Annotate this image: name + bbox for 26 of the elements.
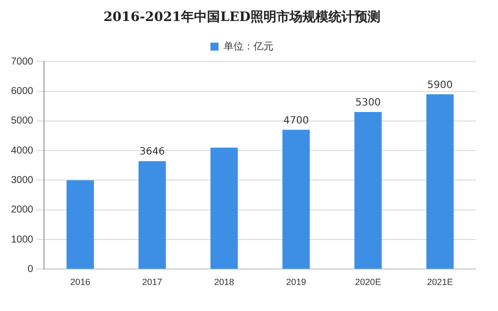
- bar: [282, 130, 310, 269]
- bar: [426, 94, 454, 269]
- x-tick-label: 2016: [70, 277, 90, 288]
- x-tick-label: 2021E: [427, 277, 454, 288]
- data-label: 4700: [283, 115, 309, 126]
- x-tick-label: 2019: [286, 277, 306, 288]
- y-tick-label: 1000: [10, 234, 34, 246]
- y-tick-label: 3000: [10, 174, 34, 186]
- x-tick-label: 2020E: [355, 277, 382, 288]
- y-tick-label: 4000: [10, 145, 34, 156]
- data-label: 3646: [139, 146, 165, 158]
- legend-label: 单位：亿元: [224, 40, 274, 52]
- chart-title: 2016-2021年中国LED照明市场规模统计预测: [103, 9, 381, 26]
- bar: [138, 161, 166, 269]
- bar: [354, 112, 382, 269]
- y-tick-label: 7000: [10, 56, 34, 68]
- y-tick-label: 6000: [10, 86, 34, 98]
- bar: [210, 148, 238, 269]
- bar: [66, 180, 94, 269]
- data-label: 5900: [427, 80, 453, 91]
- x-tick-label: 2018: [214, 277, 234, 288]
- x-tick-label: 2017: [142, 277, 162, 288]
- data-label: 5300: [355, 98, 381, 109]
- y-tick-label: 2000: [10, 204, 34, 216]
- y-tick-label: 0: [28, 264, 34, 275]
- y-tick-label: 5000: [10, 116, 34, 127]
